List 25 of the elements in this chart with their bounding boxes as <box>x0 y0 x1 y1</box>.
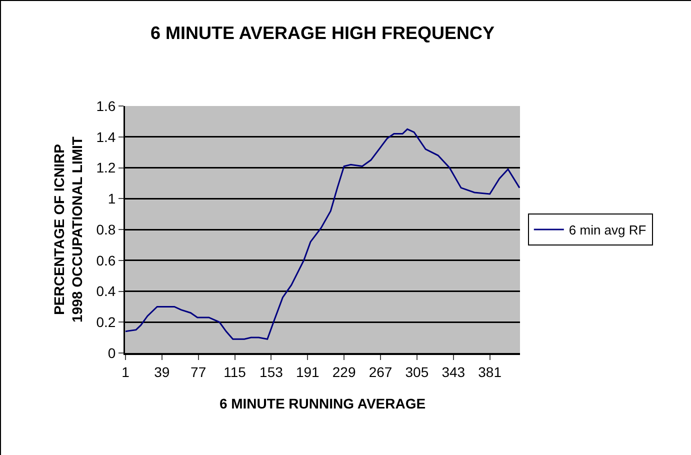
x-tick-label: 343 <box>442 364 466 380</box>
x-tick-label: 1 <box>122 364 130 380</box>
x-tick-label: 39 <box>154 364 170 380</box>
x-tick-label: 77 <box>190 364 206 380</box>
x-tick-label: 267 <box>368 364 392 380</box>
x-tick-label: 115 <box>224 364 246 380</box>
y-tick-label: 0.4 <box>96 283 116 300</box>
x-tick-label: 191 <box>296 364 320 380</box>
y-tick-label: 0.2 <box>96 314 116 330</box>
x-tick-label: 229 <box>332 364 356 380</box>
x-axis-title: 6 MINUTE RUNNING AVERAGE <box>219 396 426 412</box>
y-tick-label: 0.6 <box>96 252 116 268</box>
x-tick-label: 305 <box>405 364 429 380</box>
legend-label: 6 min avg RF <box>568 222 646 238</box>
x-tick-label: 153 <box>260 364 284 380</box>
y-tick-label: 1.6 <box>96 98 116 114</box>
x-tick-label: 381 <box>478 364 502 380</box>
y-tick-label: 1.2 <box>96 160 116 176</box>
y-tick-label: 1.4 <box>96 128 116 145</box>
chart-title: 6 MINUTE AVERAGE HIGH FREQUENCY <box>150 23 495 44</box>
y-tick-label: 1 <box>108 190 116 207</box>
y-tick-label: 0 <box>108 344 116 361</box>
y-tick-label: 0.8 <box>96 221 116 238</box>
line-series <box>125 128 520 340</box>
y-axis-title: PERCENTAGE OF ICNIRP 1998 OCCUPATIONAL LIMIT <box>50 136 86 322</box>
